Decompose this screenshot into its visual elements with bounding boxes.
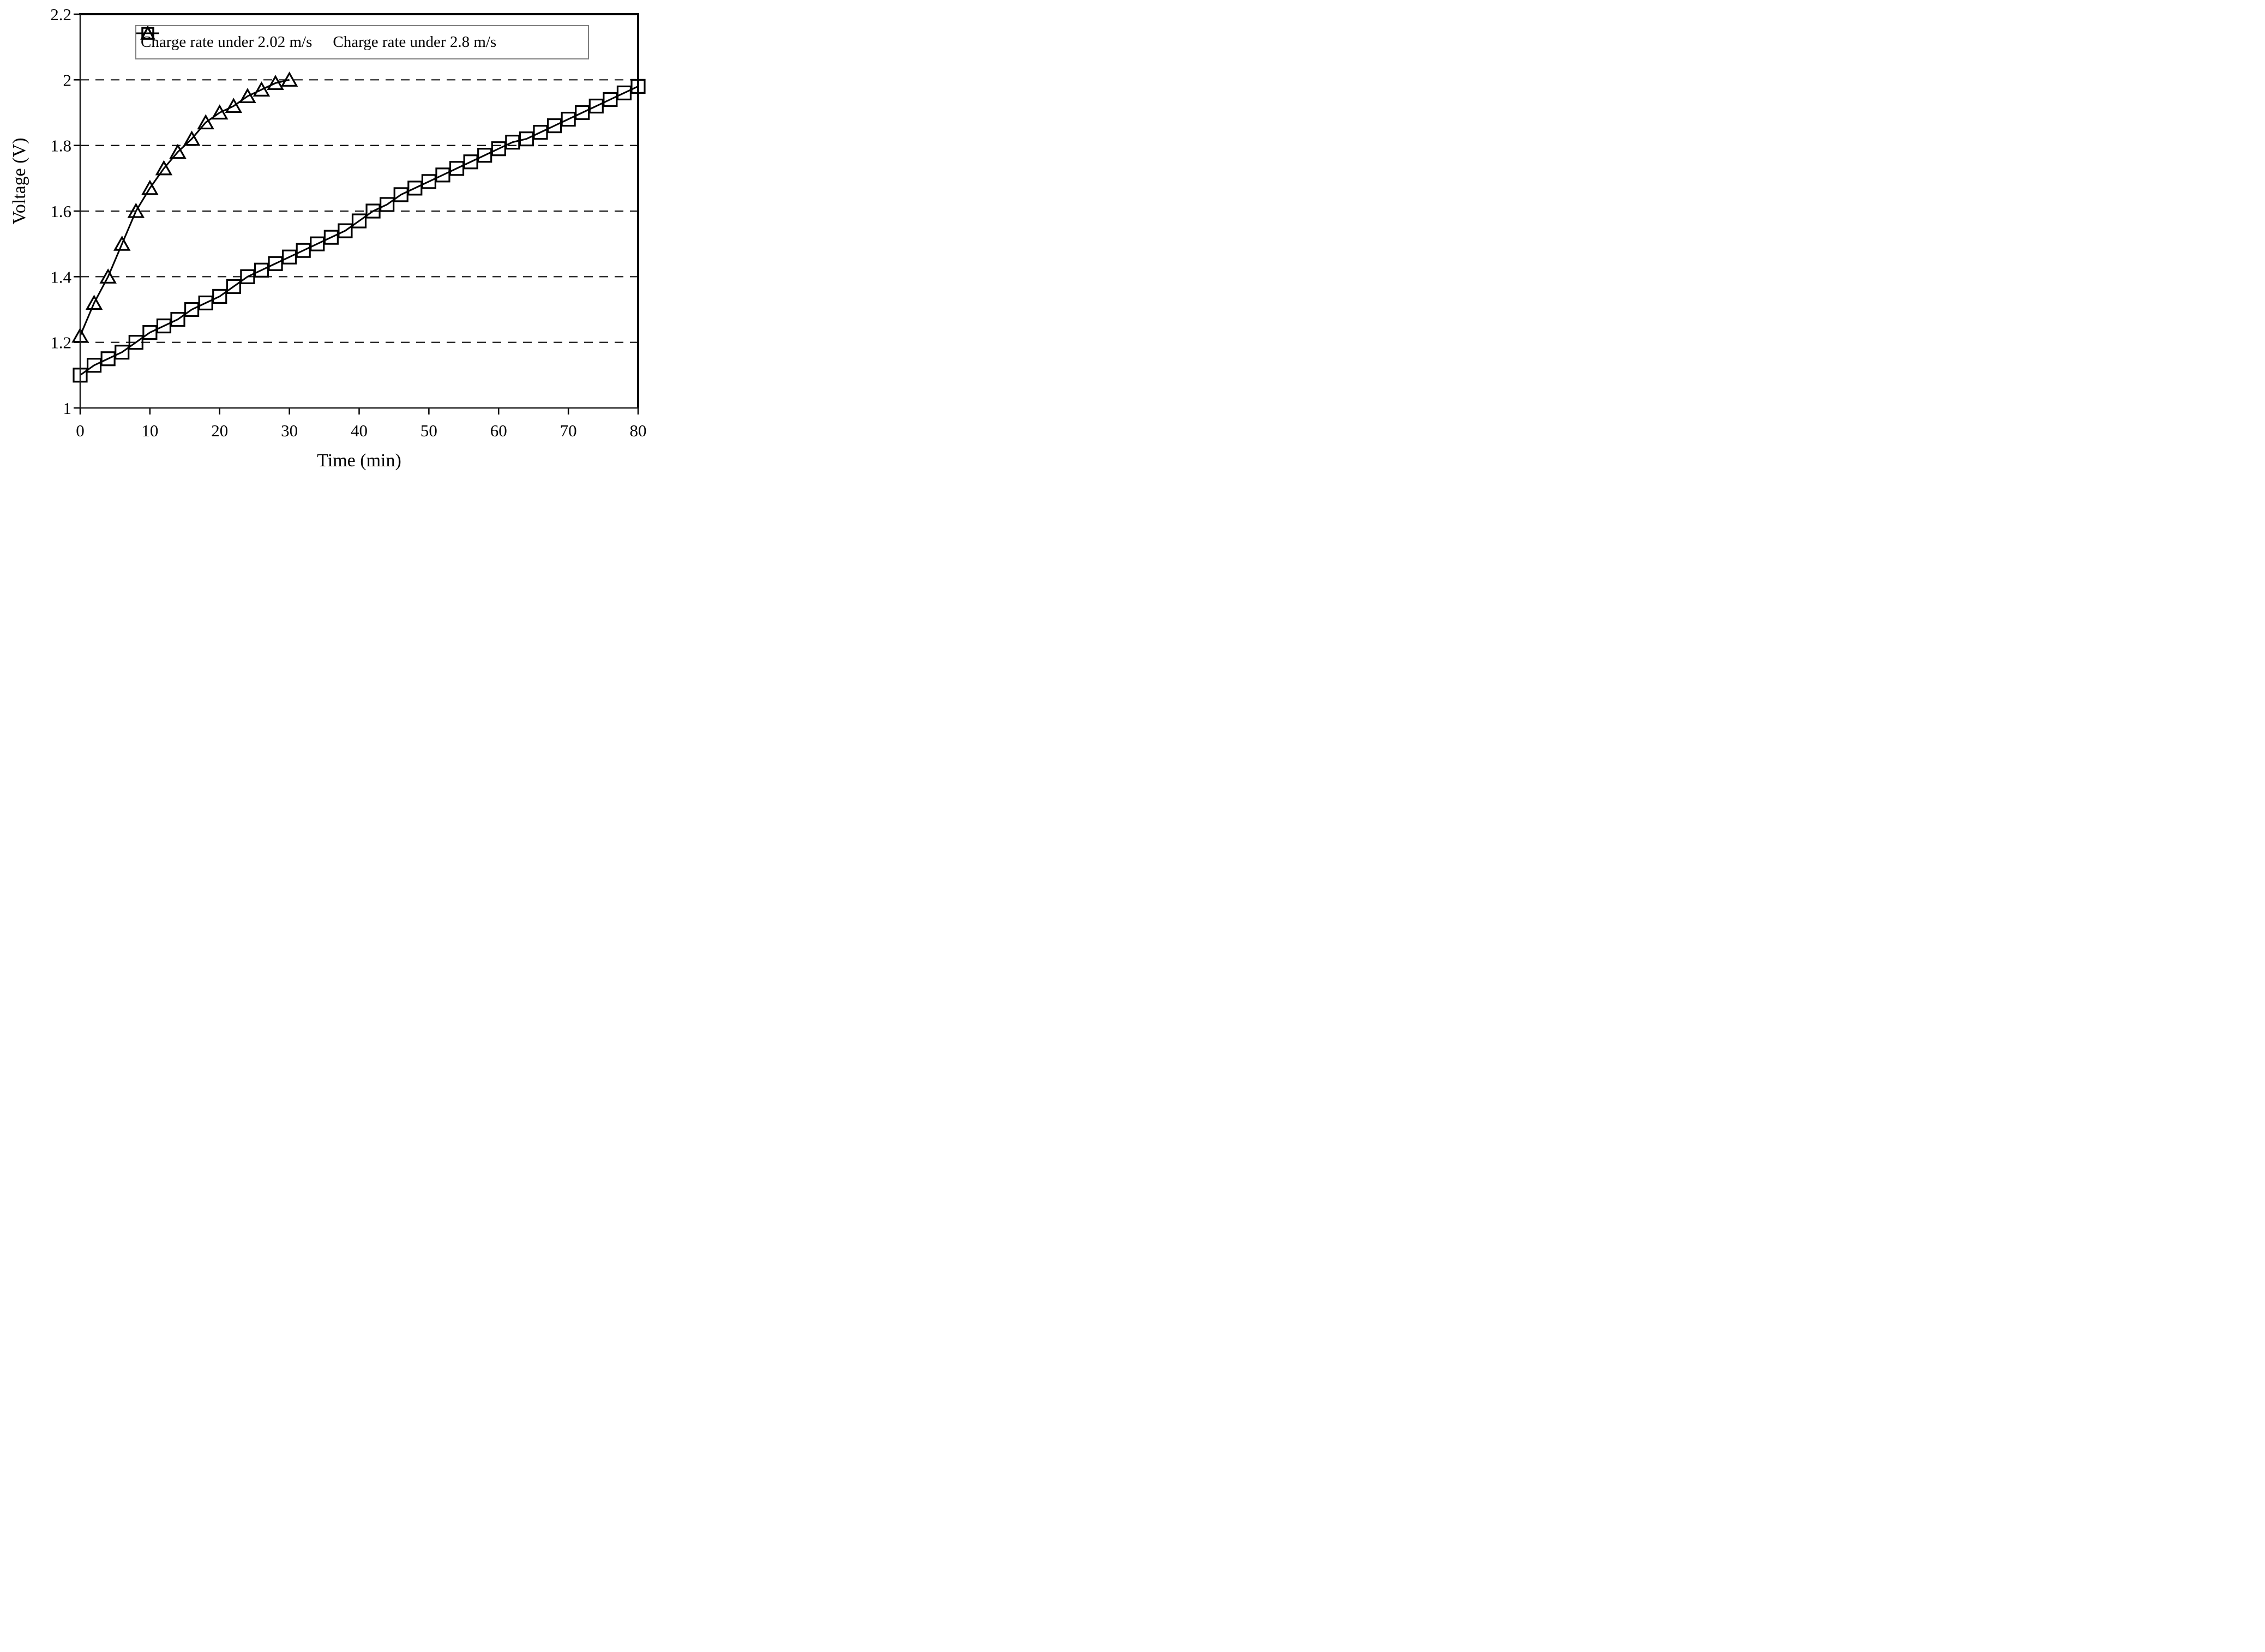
square-marker — [115, 345, 130, 360]
triangle-marker — [280, 71, 298, 87]
triangle-marker — [113, 235, 131, 251]
triangle-marker — [211, 104, 229, 120]
triangle-marker — [239, 88, 256, 104]
square-marker — [226, 279, 241, 294]
legend-label: Charge rate under 2.8 m/s — [333, 33, 497, 51]
plot-frame — [79, 13, 639, 409]
triangle-marker — [85, 295, 103, 310]
square-marker — [128, 335, 143, 350]
triangle-marker — [99, 268, 117, 284]
y-tick-label: 1 — [63, 399, 72, 418]
y-axis-ticks: 1 1.2 1.4 1.6 1.8 2 2.2 — [50, 5, 80, 418]
square-marker — [212, 289, 227, 304]
y-tick-label: 1.8 — [50, 136, 71, 155]
x-tick-label: 50 — [420, 421, 437, 440]
gridlines — [80, 79, 638, 343]
y-tick-label: 1.4 — [50, 267, 71, 286]
x-tick-label: 20 — [211, 421, 228, 440]
x-tick-label: 80 — [630, 421, 647, 440]
triangle-marker — [267, 75, 284, 90]
legend-item-charge-2-8: Charge rate under 2.8 m/s — [136, 26, 497, 51]
x-tick-label: 60 — [490, 421, 507, 440]
chart-canvas: 1 1.2 1.4 1.6 1.8 2 2.2 0 10 20 30 40 50 60 70 80 — [50, 5, 647, 440]
series-charge-2-02 — [73, 79, 646, 383]
square-marker — [170, 311, 185, 327]
triangle-marker — [225, 98, 243, 113]
y-tick-label: 2 — [63, 70, 72, 89]
square-marker — [338, 223, 353, 238]
x-tick-label: 40 — [351, 421, 368, 440]
square-marker — [351, 213, 367, 229]
y-tick-label: 1.6 — [50, 202, 71, 221]
x-tick-label: 70 — [560, 421, 577, 440]
legend-item-charge-2-02: Charge rate under 2.02 m/s — [136, 27, 313, 51]
series-line — [80, 86, 639, 376]
y-tick-label: 1.2 — [50, 333, 71, 352]
triangle-marker — [141, 179, 159, 195]
series-charge-2-8 — [71, 71, 298, 343]
triangle-marker — [155, 160, 173, 176]
triangle-marker — [169, 143, 187, 159]
square-marker — [380, 197, 395, 212]
triangle-marker — [197, 114, 214, 130]
triangle-marker — [127, 202, 145, 218]
triangle-marker-icon — [136, 26, 159, 40]
chart-figure: 1 1.2 1.4 1.6 1.8 2 2.2 0 10 20 30 40 50 60 70 80 Volta… — [0, 0, 654, 477]
y-tick-label: 2.2 — [50, 5, 71, 24]
triangle-marker — [183, 130, 201, 146]
series-line — [79, 79, 290, 337]
legend-label: Charge rate under 2.02 m/s — [141, 33, 313, 51]
triangle-marker — [253, 81, 271, 97]
x-axis-title: Time (min) — [317, 450, 401, 471]
x-tick-label: 0 — [76, 421, 85, 440]
x-tick-label: 10 — [141, 421, 158, 440]
legend: Charge rate under 2.02 m/s Charge rate u… — [135, 25, 589, 59]
x-axis-ticks: 0 10 20 30 40 50 60 70 80 — [76, 408, 647, 440]
y-axis-title: Voltage (V) — [9, 137, 29, 225]
x-tick-label: 30 — [281, 421, 298, 440]
